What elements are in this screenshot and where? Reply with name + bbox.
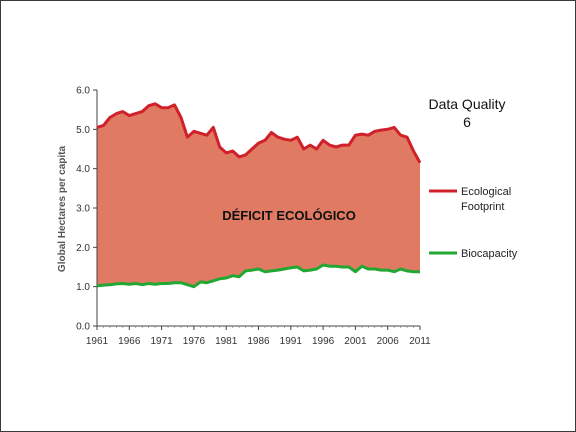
legend-label-ecological-footprint: Ecological (461, 186, 511, 198)
x-tick-label: 1986 (247, 336, 270, 347)
x-tick-label: 2006 (377, 336, 400, 347)
y-axis-label: Global Hectares per capita (57, 145, 68, 272)
x-tick-label: 1991 (280, 336, 303, 347)
legend-label-ecological-footprint-2: Footprint (461, 201, 504, 213)
x-tick-label: 1961 (86, 336, 109, 347)
y-tick-label: 5.0 (76, 125, 90, 136)
deficit-annotation: DÉFICIT ECOLÓGICO (222, 208, 356, 223)
x-tick-label: 1996 (312, 336, 335, 347)
y-tick-label: 6.0 (76, 86, 90, 97)
x-tick-label: 2001 (344, 336, 367, 347)
ticks-layer: 0.0 1.0 2.0 3.0 4.0 5.0 6.0 1961 1966 1971 1976 198… (76, 86, 431, 348)
x-tick-label: 1966 (118, 336, 141, 347)
legend-label-biocapacity: Biocapacity (461, 248, 518, 260)
data-quality-label: Data Quality (428, 96, 505, 112)
y-tick-label: 3.0 (76, 204, 90, 215)
y-tick-label: 4.0 (76, 164, 90, 175)
series-line-ecological-footprint (96, 102, 422, 164)
x-tick-label: 1981 (215, 336, 238, 347)
deficit-area (97, 103, 420, 287)
series-line-biocapacity (96, 263, 420, 289)
data-quality-value: 6 (463, 114, 471, 130)
x-tick-label: 2011 (409, 336, 431, 347)
y-tick-label: 0.0 (76, 322, 90, 333)
y-tick-label: 2.0 (76, 243, 90, 254)
x-tick-label: 1971 (150, 336, 173, 347)
legend: Ecological Footprint Biocapacity (429, 186, 518, 260)
y-tick-label: 1.0 (76, 282, 90, 293)
area-layer (97, 103, 420, 287)
series-layer (96, 102, 422, 289)
x-tick-label: 1976 (183, 336, 206, 347)
